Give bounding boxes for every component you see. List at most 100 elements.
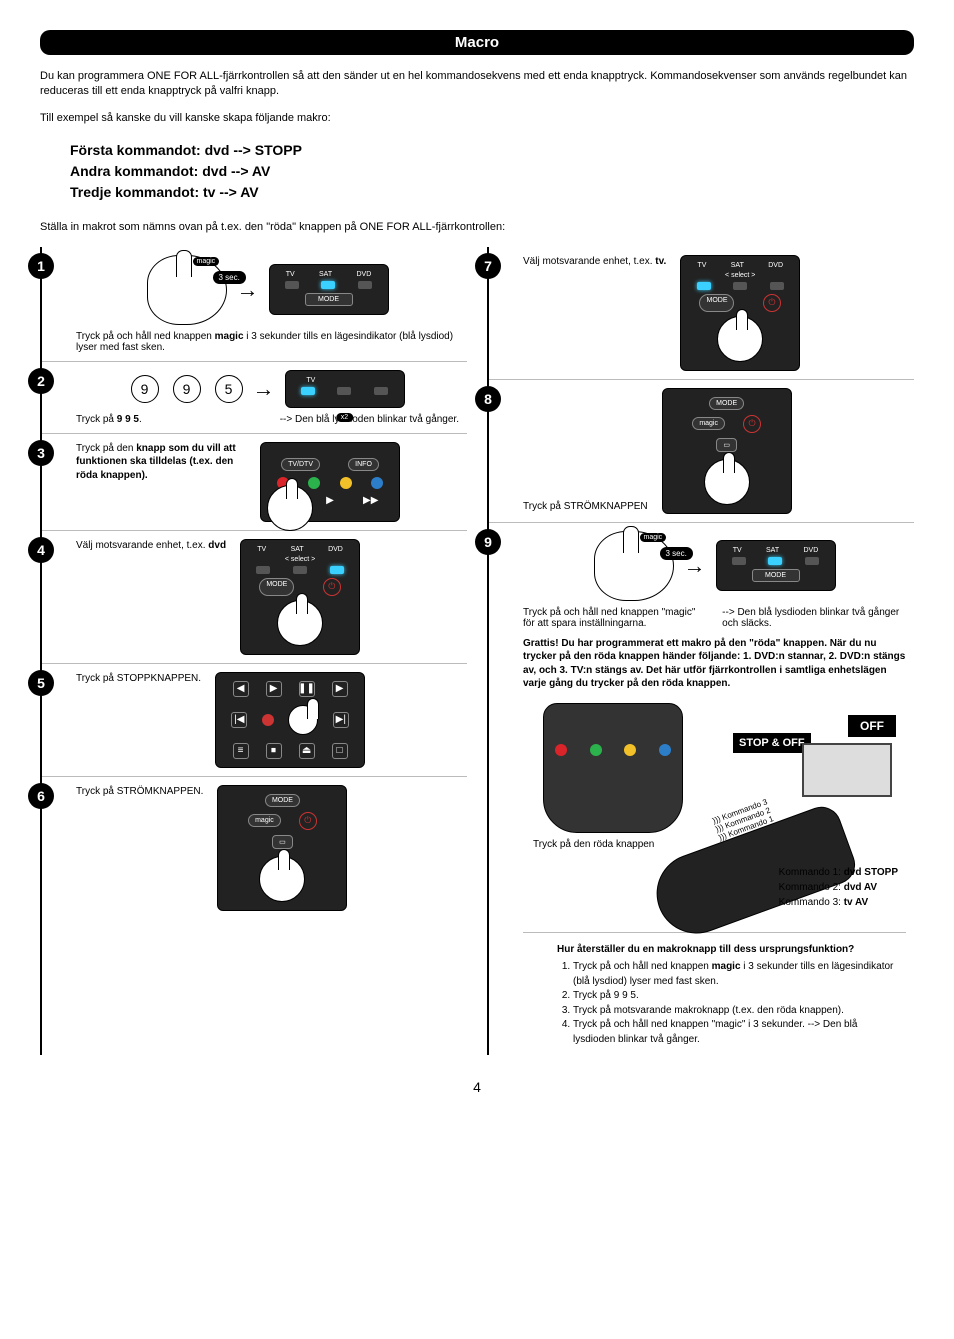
reset-instructions: Hur återställer du en makroknapp till de…: [523, 933, 906, 1048]
step-3-text: Tryck på den knapp som du vill att funkt…: [76, 442, 246, 483]
green-button-icon: [590, 744, 602, 756]
led-active-icon: [697, 282, 711, 290]
remote-top-illus: TV SAT DVD MODE: [269, 264, 389, 315]
remote-play-illus: ◀ ▶ ❚❚ ▶ |◀ ▶| ≡ ⏹ ⏏ □: [215, 672, 365, 768]
step-4: 4 Välj motsvarande enhet, t.ex. dvd TV S…: [42, 531, 467, 664]
yellow-button-icon: [340, 477, 352, 489]
yellow-button-icon: [624, 744, 636, 756]
digit-group: 9 9 5: [131, 375, 243, 403]
left-column: 1 magic 3 sec. → TV SAT DVD: [40, 247, 467, 1056]
ffw-icon: ▶: [332, 681, 348, 697]
step-7-text: Välj motsvarande enhet, t.ex. tv.: [523, 255, 666, 269]
step-1: 1 magic 3 sec. → TV SAT DVD: [42, 247, 467, 362]
step-9: 9 magic 3 sec. → TV SAT DVD: [489, 523, 914, 1056]
digit-5: 5: [215, 375, 243, 403]
extra-icon: □: [332, 743, 348, 759]
step-7-number: 7: [475, 253, 501, 279]
example-intro: Till exempel så kanske du vill kanske sk…: [40, 111, 914, 126]
led-icon: [337, 387, 351, 395]
step-1-caption: Tryck på och håll ned knappen magic i 3 …: [76, 331, 459, 353]
hand-icon: [267, 485, 313, 531]
step-4-text: Välj motsvarande enhet, t.ex. dvd: [76, 539, 226, 553]
step-9-caption-right: --> Den blå lysdioden blinkar två gånger…: [722, 607, 906, 629]
led-icon: [733, 282, 747, 290]
led-icon: [358, 281, 372, 289]
big-remote-icon: [543, 703, 683, 833]
three-sec-tag: 3 sec.: [213, 271, 246, 284]
hand-icon: [288, 705, 318, 735]
step-8-number: 8: [475, 386, 501, 412]
led-icon: [374, 387, 388, 395]
step-6: 6 Tryck på STRÖMKNAPPEN. MODE magic ⏻ ▭: [42, 777, 467, 919]
led-active-icon: [330, 566, 344, 574]
remote-select-illus: TV SAT DVD < select > MODE ⏻: [680, 255, 800, 371]
step-8-text: Tryck på STRÖMKNAPPEN: [523, 500, 648, 514]
step-4-number: 4: [28, 537, 54, 563]
step-2: 2 9 9 5 → TV: [42, 362, 467, 434]
mode-label: MODE: [259, 578, 294, 596]
rew-icon: ◀: [233, 681, 249, 697]
reset-step-3: Tryck på motsvarande makroknapp (t.ex. d…: [573, 1004, 896, 1019]
led-icon: [256, 566, 270, 574]
stop-off-tag: STOP & OFF: [733, 733, 811, 753]
setup-line: Ställa in makrot som nämns ovan på t.ex.…: [40, 221, 914, 233]
off-tag: OFF: [848, 715, 896, 737]
led-active-icon: [301, 387, 315, 395]
step-2-caption-right: --> Den blå lysdioden blinkar två gånger…: [280, 414, 459, 425]
hand-icon: [259, 856, 305, 902]
stop-icon: ⏹: [266, 743, 282, 759]
three-sec-tag: 3 sec.: [660, 547, 693, 560]
blue-button-icon: [659, 744, 671, 756]
hand-icon: [277, 600, 323, 646]
screen-icon: ▭: [716, 438, 737, 452]
select-label: < select >: [245, 556, 355, 563]
reset-step-4: Tryck på och håll ned knappen "magic" i …: [573, 1018, 896, 1047]
step-5: 5 Tryck på STOPPKNAPPEN. ◀ ▶ ❚❚ ▶ |◀ ▶|: [42, 664, 467, 777]
result-illustration: Tryck på den röda knappen STOP & OFF OFF…: [523, 703, 906, 933]
command-list: Första kommandot: dvd --> STOPP Andra ko…: [70, 140, 914, 203]
right-column: 7 Välj motsvarande enhet, t.ex. tv. TV S…: [487, 247, 914, 1056]
remote-top-illus: TV: [285, 370, 405, 408]
mode-button-label: MODE: [752, 569, 800, 582]
play-icon: ▶: [326, 495, 334, 506]
pause-icon: ❚❚: [299, 681, 315, 697]
step-6-text: Tryck på STRÖMKNAPPEN.: [76, 785, 203, 799]
congrats-text: Grattis! Du har programmerat ett makro p…: [523, 637, 906, 691]
led-icon: [285, 281, 299, 289]
digit-9: 9: [131, 375, 159, 403]
mode-label: MODE: [699, 294, 734, 312]
led-icon: [770, 282, 784, 290]
remote-select-illus: TV SAT DVD < select > MODE ⏻: [240, 539, 360, 655]
led-icon: [293, 566, 307, 574]
mode-label: MODE: [265, 794, 300, 807]
reset-step-2: Tryck på 9 9 5.: [573, 989, 896, 1004]
intro-text: Du kan programmera ONE FOR ALL-fjärrkont…: [40, 69, 914, 99]
blue-button-icon: [371, 477, 383, 489]
label-sat: SAT: [319, 271, 332, 278]
command-3: Tredje kommandot: tv --> AV: [70, 182, 914, 203]
magic-label: magic: [692, 417, 725, 430]
page-number: 4: [40, 1079, 914, 1095]
section-title: Macro: [40, 30, 914, 55]
power-icon: ⏻: [763, 294, 781, 312]
led-active-icon: [321, 281, 335, 289]
hand-icon: [704, 459, 750, 505]
led-icon: [805, 557, 819, 565]
screen-icon: ▭: [272, 835, 293, 849]
select-label: < select >: [685, 272, 795, 279]
power-icon: ⏻: [743, 415, 761, 433]
magic-tag: magic: [640, 533, 667, 542]
step-9-caption-left: Tryck på och håll ned knappen "magic" fö…: [523, 607, 707, 629]
mode-button-label: MODE: [305, 293, 353, 306]
prev-icon: |◀: [231, 712, 247, 728]
info-label: INFO: [348, 458, 379, 471]
remote-power-illus: MODE magic ⏻ ▭: [662, 388, 792, 514]
command-2: Andra kommandot: dvd --> AV: [70, 161, 914, 182]
mode-label: MODE: [709, 397, 744, 410]
reset-question: Hur återställer du en makroknapp till de…: [557, 943, 896, 958]
next-icon: ▶|: [333, 712, 349, 728]
magic-tag: magic: [193, 257, 220, 266]
label-tv: TV: [286, 271, 295, 278]
step-3-number: 3: [28, 440, 54, 466]
digit-9: 9: [173, 375, 201, 403]
